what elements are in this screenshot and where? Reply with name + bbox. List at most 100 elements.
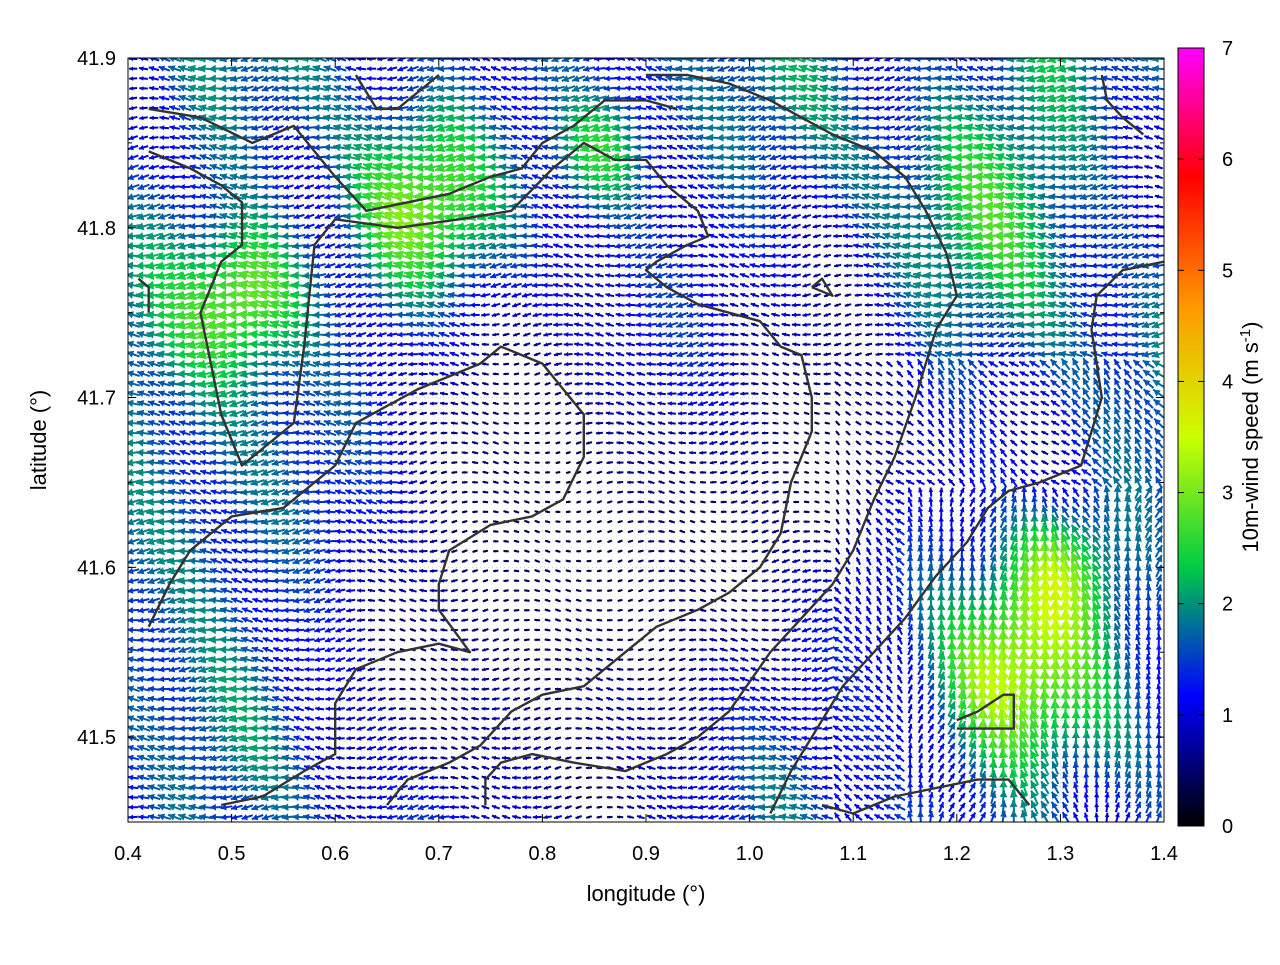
wind-vector	[451, 677, 458, 681]
wind-vector	[586, 786, 592, 789]
wind-vector	[781, 696, 790, 701]
wind-vector	[492, 756, 500, 760]
wind-vector	[669, 688, 675, 691]
wind-vector	[833, 736, 842, 741]
wind-vector	[801, 765, 812, 771]
wind-vector	[876, 666, 882, 674]
wind-vector	[1052, 812, 1059, 823]
wind-vector	[378, 717, 386, 721]
wind-vector	[262, 666, 273, 672]
wind-vector	[669, 707, 675, 710]
wind-vector	[545, 678, 551, 681]
wind-vector-head	[399, 707, 402, 711]
wind-vector	[421, 668, 426, 671]
wind-vector	[689, 727, 696, 731]
wind-vector-head	[677, 795, 682, 800]
wind-vector	[524, 678, 530, 681]
wind-vector	[431, 658, 437, 661]
wind-vector	[503, 658, 509, 661]
wind-vector	[779, 813, 794, 821]
wind-vector-head	[250, 705, 258, 713]
wind-vector	[1146, 684, 1152, 695]
wind-vector	[461, 667, 468, 671]
wind-vector	[648, 687, 654, 690]
wind-vector-head	[667, 775, 672, 780]
wind-vector	[1156, 694, 1162, 705]
wind-vector	[357, 805, 366, 810]
wind-vector	[897, 715, 903, 723]
wind-vector	[792, 667, 801, 672]
wind-vector	[389, 687, 396, 690]
wind-vector	[647, 795, 656, 800]
wind-vector-head	[738, 755, 745, 762]
wind-vector	[812, 746, 822, 751]
wind-vector	[451, 766, 458, 770]
wind-vector	[472, 756, 479, 760]
wind-vector	[377, 814, 387, 819]
wind-vector	[449, 814, 459, 819]
wind-vector	[637, 697, 644, 701]
wind-vector	[450, 795, 459, 800]
wind-vector	[398, 775, 408, 780]
wind-vector	[305, 667, 315, 672]
wind-vector	[740, 667, 748, 671]
wind-vector	[260, 724, 275, 732]
wind-vector-head	[758, 814, 765, 821]
wind-vector	[679, 736, 686, 740]
wind-vector-head	[377, 814, 382, 819]
wind-vector-head	[627, 678, 630, 681]
wind-vector	[586, 737, 592, 740]
wind-vector	[512, 766, 521, 771]
wind-vector	[421, 698, 426, 701]
wind-vector	[617, 717, 624, 721]
wind-vector	[667, 814, 677, 819]
wind-vector	[315, 785, 325, 790]
wind-vector	[336, 677, 345, 682]
wind-vector	[273, 657, 283, 662]
wind-vector	[305, 677, 314, 682]
wind-vector	[688, 805, 698, 810]
wind-vector	[410, 697, 416, 700]
wind-vector-head	[430, 746, 434, 750]
wind-vector-head	[512, 775, 516, 780]
wind-vector	[378, 726, 386, 730]
wind-vector	[346, 697, 355, 702]
wind-vector	[534, 658, 540, 661]
wind-vector-head	[138, 656, 144, 662]
wind-vector	[679, 707, 686, 710]
wind-vector	[596, 658, 602, 661]
wind-vector	[854, 775, 863, 780]
wind-vector	[811, 785, 822, 791]
wind-vector	[627, 678, 634, 681]
wind-vector-head	[399, 697, 402, 700]
wind-vector	[543, 815, 552, 819]
wind-vector-head	[637, 707, 641, 711]
wind-vector	[939, 793, 944, 803]
wind-vector	[544, 737, 550, 740]
wind-vector	[565, 747, 571, 750]
wind-vector-head	[709, 677, 713, 682]
wind-vector-head	[260, 734, 268, 742]
wind-vector	[513, 727, 521, 731]
wind-vector	[231, 804, 243, 810]
wind-vector-head	[389, 678, 392, 681]
wind-vector	[421, 707, 427, 710]
wind-vector	[678, 785, 688, 790]
wind-vector	[523, 766, 531, 770]
wind-vector	[544, 747, 550, 750]
wind-vector	[471, 677, 479, 681]
wind-vector	[378, 697, 386, 701]
wind-vector	[959, 793, 965, 802]
wind-vector	[512, 795, 521, 800]
wind-vector-head	[822, 755, 827, 760]
wind-vector	[709, 697, 718, 702]
wind-vector	[792, 677, 801, 682]
wind-vector-head	[439, 795, 444, 800]
wind-vector	[128, 805, 138, 810]
wind-vector	[929, 773, 934, 782]
wind-vector	[596, 717, 603, 721]
wind-vector	[555, 786, 562, 790]
wind-vector-head	[271, 804, 278, 811]
wind-vector	[357, 707, 366, 712]
wind-vector	[669, 678, 675, 681]
